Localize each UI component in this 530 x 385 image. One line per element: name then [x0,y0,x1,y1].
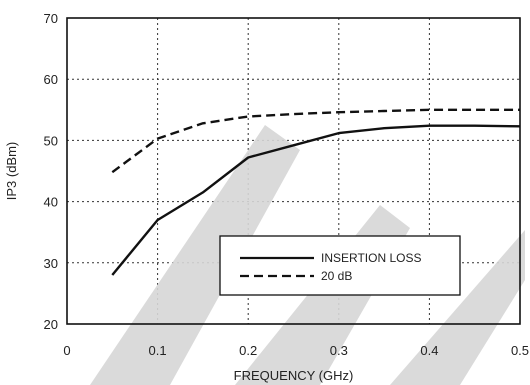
y-tick-label: 50 [44,133,58,148]
y-tick-label: 70 [44,11,58,26]
legend-label-insertion-loss: INSERTION LOSS [321,251,421,265]
x-tick-label: 0 [63,343,70,358]
x-tick-label: 0.1 [149,343,167,358]
x-tick-label: 0.4 [420,343,438,358]
x-axis-title: FREQUENCY (GHz) [234,368,354,383]
y-tick-label: 30 [44,256,58,271]
y-axis-title: IP3 (dBm) [4,142,19,201]
legend-box [219,235,461,296]
data-series [111,108,521,276]
y-tick-label: 20 [44,317,58,332]
x-tick-label: 0.5 [511,343,529,358]
series-line-0 [111,124,521,276]
watermark-stroke [90,125,300,385]
watermark-stroke [390,230,525,385]
x-axis-ticks: 0 0.1 0.2 0.3 0.4 0.5 [63,343,529,358]
legend: INSERTION LOSS 20 dB [219,235,461,296]
y-axis-ticks: 20 30 40 50 60 70 [44,11,58,332]
y-tick-label: 60 [44,72,58,87]
plot-area-border [66,17,521,325]
x-tick-label: 0.2 [239,343,257,358]
series-line-1 [111,108,520,174]
x-tick-label: 0.3 [330,343,348,358]
y-tick-label: 40 [44,195,58,210]
legend-label-20-db: 20 dB [321,269,352,283]
